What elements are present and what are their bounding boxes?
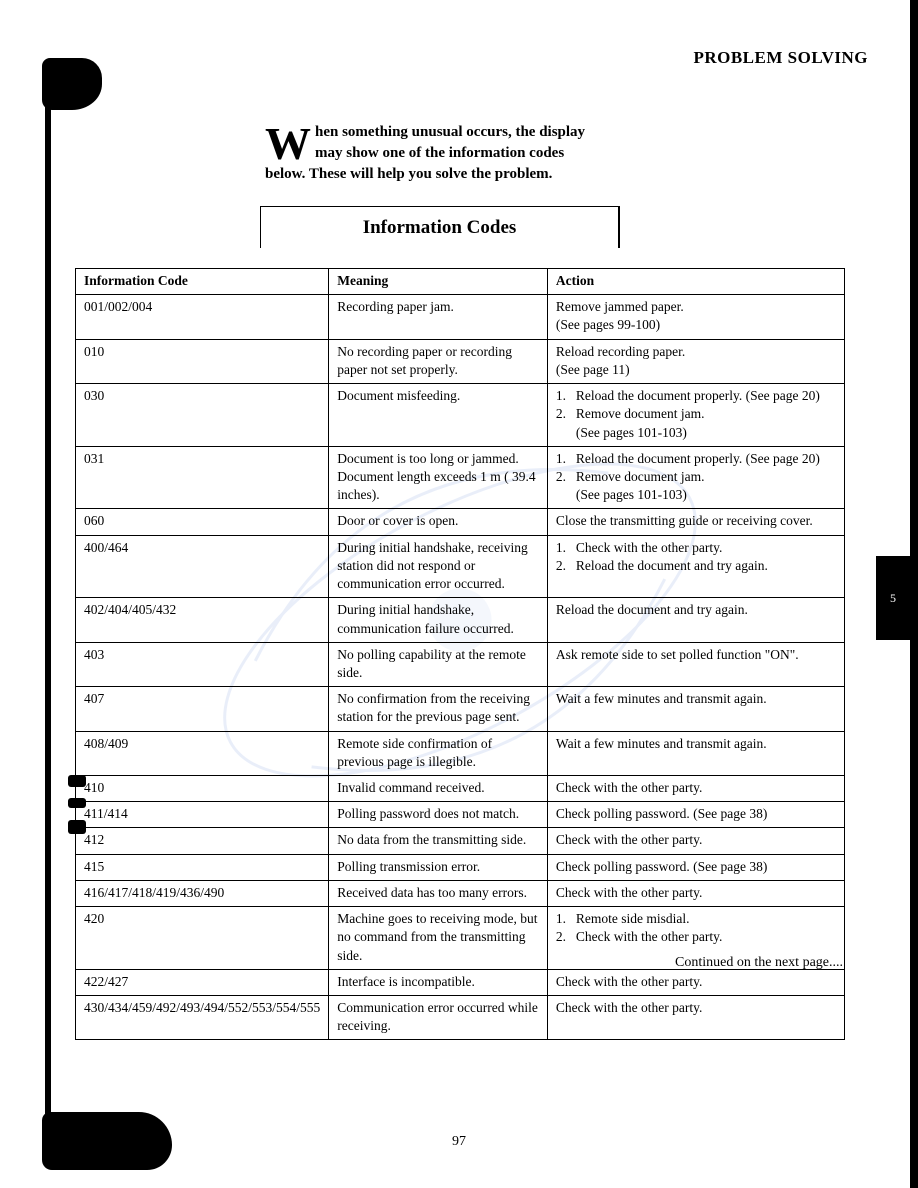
cell-code: 400/464 [76, 535, 329, 598]
cell-action: Check polling password. (See page 38) [547, 854, 844, 880]
section-title: Information Codes [363, 217, 517, 239]
intro-paragraph: W hen something unusual occurs, the disp… [265, 122, 715, 185]
cell-meaning: Received data has too many errors. [329, 880, 548, 906]
cell-meaning: No confirmation from the receiving stati… [329, 687, 548, 731]
cell-action: Check with the other party. [547, 828, 844, 854]
cell-code: 411/414 [76, 802, 329, 828]
cell-code: 408/409 [76, 731, 329, 775]
cell-code: 422/427 [76, 969, 329, 995]
table-row: 001/002/004Recording paper jam.Remove ja… [76, 295, 845, 339]
intro-line2: may show one of the information codes [315, 145, 564, 161]
cell-code: 060 [76, 509, 329, 535]
table-row: 408/409Remote side confirmation of previ… [76, 731, 845, 775]
table-header-meaning: Meaning [329, 269, 548, 295]
table-header-row: Information Code Meaning Action [76, 269, 845, 295]
cell-meaning: During initial handshake, communication … [329, 598, 548, 642]
information-codes-table: Information Code Meaning Action 001/002/… [75, 268, 845, 1040]
table-row: 030Document misfeeding.1.Reload the docu… [76, 384, 845, 447]
page-number: 97 [0, 1134, 918, 1150]
table-row: 412No data from the transmitting side.Ch… [76, 828, 845, 854]
cell-code: 407 [76, 687, 329, 731]
cell-meaning: Communication error occurred while recei… [329, 996, 548, 1040]
cell-meaning: Document is too long or jammed. Document… [329, 446, 548, 509]
table-row: 411/414Polling password does not match.C… [76, 802, 845, 828]
cell-action: Wait a few minutes and transmit again. [547, 687, 844, 731]
cell-meaning: Interface is incompatible. [329, 969, 548, 995]
cell-code: 001/002/004 [76, 295, 329, 339]
cell-meaning: Invalid command received. [329, 776, 548, 802]
table-row: 407No confirmation from the receiving st… [76, 687, 845, 731]
cell-code: 430/434/459/492/493/494/552/553/554/555 [76, 996, 329, 1040]
cell-action: Remove jammed paper.(See pages 99-100) [547, 295, 844, 339]
cell-action: Wait a few minutes and transmit again. [547, 731, 844, 775]
section-title-box: Information Codes [260, 206, 620, 248]
scan-artifact-blob-top [42, 58, 102, 110]
cell-action: Close the transmitting guide or receivin… [547, 509, 844, 535]
cell-action: Check polling password. (See page 38) [547, 802, 844, 828]
cell-action: 1.Check with the other party.2.Reload th… [547, 535, 844, 598]
cell-code: 412 [76, 828, 329, 854]
cell-code: 420 [76, 907, 329, 970]
page-header-title: PROBLEM SOLVING [693, 48, 868, 68]
scan-artifact-left-edge [45, 60, 51, 1120]
table-row: 400/464During initial handshake, receivi… [76, 535, 845, 598]
table-row: 410Invalid command received.Check with t… [76, 776, 845, 802]
cell-meaning: Polling transmission error. [329, 854, 548, 880]
table-header-code: Information Code [76, 269, 329, 295]
table-row: 416/417/418/419/436/490Received data has… [76, 880, 845, 906]
intro-dropcap: W [265, 122, 315, 163]
cell-code: 010 [76, 339, 329, 383]
cell-meaning: Remote side confirmation of previous pag… [329, 731, 548, 775]
cell-action: Reload the document and try again. [547, 598, 844, 642]
cell-meaning: No data from the transmitting side. [329, 828, 548, 854]
table-row: 403No polling capability at the remote s… [76, 642, 845, 686]
cell-code: 402/404/405/432 [76, 598, 329, 642]
cell-action: Ask remote side to set polled function "… [547, 642, 844, 686]
cell-code: 031 [76, 446, 329, 509]
cell-action: Check with the other party. [547, 880, 844, 906]
table-row: 402/404/405/432During initial handshake,… [76, 598, 845, 642]
cell-meaning: During initial handshake, receiving stat… [329, 535, 548, 598]
cell-meaning: Polling password does not match. [329, 802, 548, 828]
cell-meaning: No recording paper or recording paper no… [329, 339, 548, 383]
table-row: 430/434/459/492/493/494/552/553/554/555C… [76, 996, 845, 1040]
cell-meaning: Machine goes to receiving mode, but no c… [329, 907, 548, 970]
cell-meaning: Recording paper jam. [329, 295, 548, 339]
table-row: 010No recording paper or recording paper… [76, 339, 845, 383]
cell-meaning: Document misfeeding. [329, 384, 548, 447]
continued-note: Continued on the next page.... [675, 955, 843, 971]
chapter-tab: 5 [876, 556, 910, 640]
table-row: 422/427Interface is incompatible.Check w… [76, 969, 845, 995]
cell-action: Check with the other party. [547, 969, 844, 995]
cell-code: 410 [76, 776, 329, 802]
cell-action: 1.Reload the document properly. (See pag… [547, 446, 844, 509]
cell-action: Check with the other party. [547, 996, 844, 1040]
table-row: 060Door or cover is open.Close the trans… [76, 509, 845, 535]
intro-line3: below. These will help you solve the pro… [265, 166, 552, 182]
table-row: 031Document is too long or jammed. Docum… [76, 446, 845, 509]
cell-code: 415 [76, 854, 329, 880]
cell-code: 030 [76, 384, 329, 447]
scan-artifact-right-edge [910, 0, 918, 1188]
cell-meaning: Door or cover is open. [329, 509, 548, 535]
cell-code: 403 [76, 642, 329, 686]
table-header-action: Action [547, 269, 844, 295]
cell-action: Check with the other party. [547, 776, 844, 802]
cell-action: 1.Reload the document properly. (See pag… [547, 384, 844, 447]
cell-meaning: No polling capability at the remote side… [329, 642, 548, 686]
cell-action: Reload recording paper.(See page 11) [547, 339, 844, 383]
chapter-tab-number: 5 [890, 591, 896, 606]
intro-line1: hen something unusual occurs, the displa… [315, 124, 585, 140]
cell-code: 416/417/418/419/436/490 [76, 880, 329, 906]
table-row: 415Polling transmission error.Check poll… [76, 854, 845, 880]
